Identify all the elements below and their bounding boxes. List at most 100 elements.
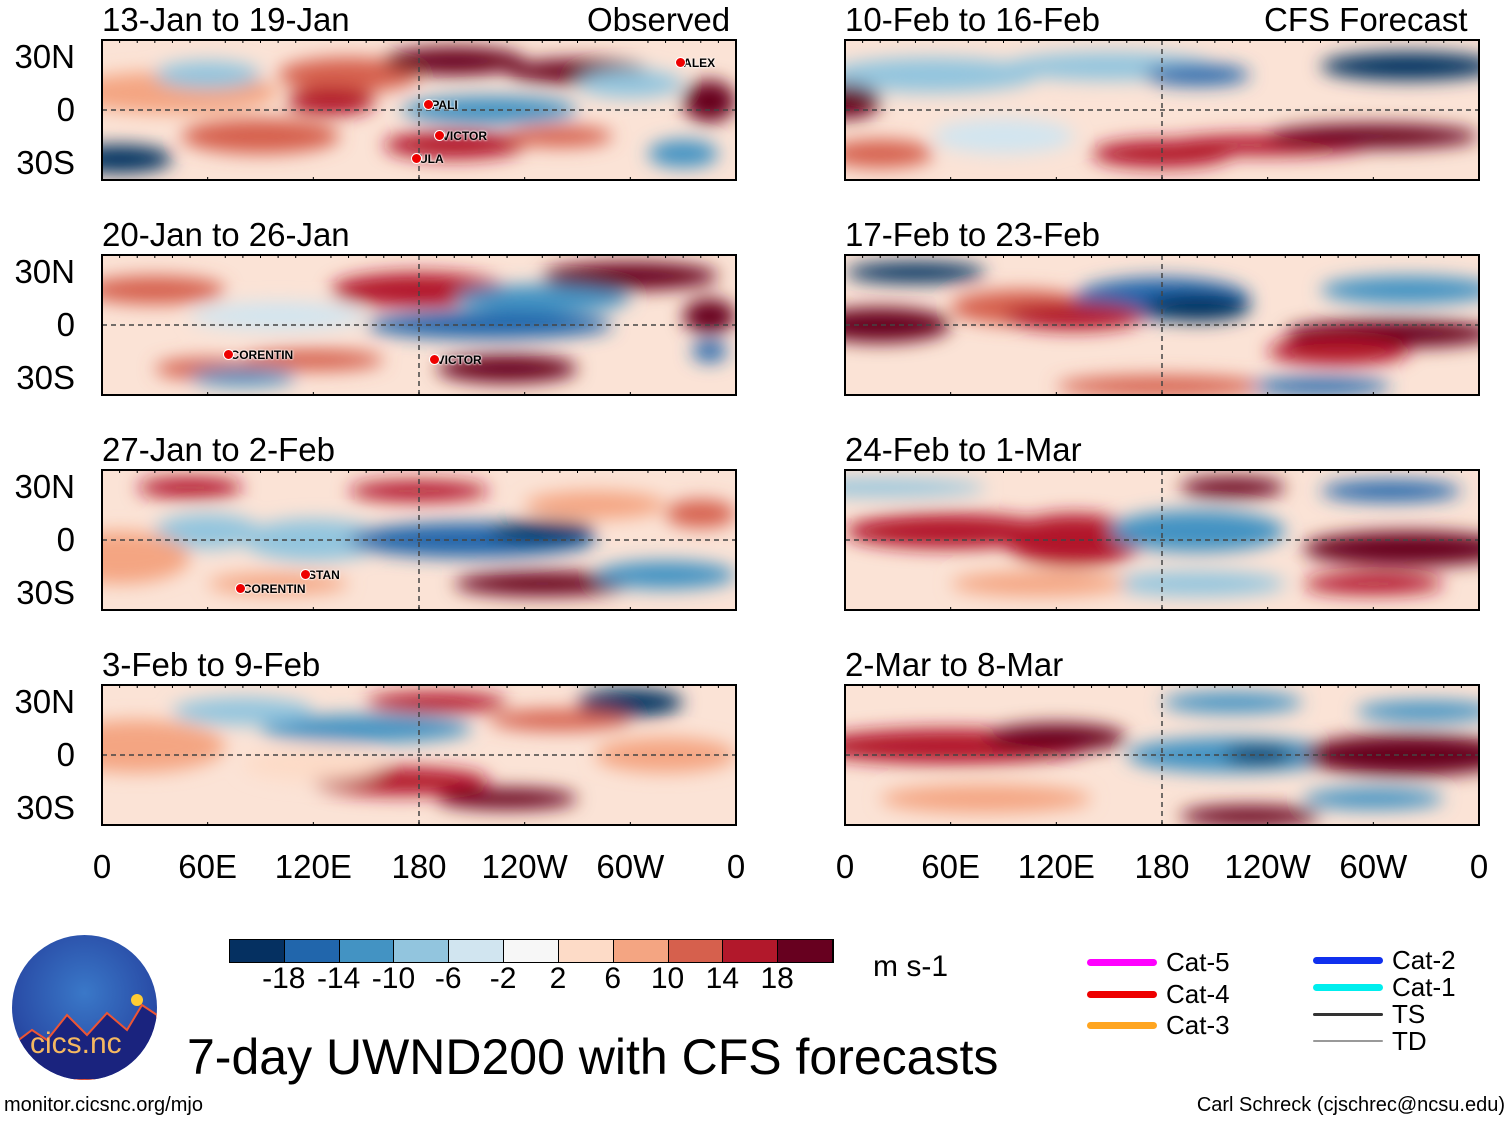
wind-anomaly-blob	[102, 276, 226, 304]
wind-anomaly-blob	[845, 262, 986, 283]
wind-anomaly-blob	[154, 61, 261, 89]
lon-label: 180	[391, 848, 447, 885]
colorbar-swatch	[504, 940, 559, 962]
storm-label: ALEX	[683, 55, 716, 70]
wind-anomaly-blob	[1162, 692, 1303, 713]
colorbar-label: 18	[760, 962, 794, 995]
wind-anomaly-blob	[683, 80, 736, 123]
colorbar-swatch	[723, 940, 779, 962]
lon-label: 0	[92, 848, 112, 885]
wind-anomaly-blob	[1320, 276, 1479, 304]
map-panel	[844, 469, 1480, 611]
legend-label: Cat-5	[1166, 947, 1230, 977]
units-label: m s-1	[873, 950, 948, 983]
panel-title: 3-Feb to 9-Feb	[102, 646, 321, 683]
lat-label: 0	[56, 736, 75, 773]
wind-anomaly-blob	[1355, 700, 1479, 722]
wind-anomaly-blob	[1302, 788, 1444, 810]
lon-label: 0	[835, 848, 855, 885]
colorbar-swatch	[284, 940, 340, 962]
colorbar-swatch	[339, 940, 395, 962]
map-panel	[101, 254, 737, 396]
wind-anomaly-blob	[524, 491, 666, 519]
colorbar-swatch	[230, 940, 285, 962]
lon-label: 60E	[921, 848, 981, 885]
legend-line-icon	[1087, 958, 1157, 966]
wind-anomaly-blob	[181, 118, 340, 154]
wind-anomaly-blob	[1267, 337, 1409, 366]
colorbar-swatch	[613, 940, 669, 962]
lon-label: 60W	[1339, 848, 1408, 885]
colorbar-swatch	[668, 940, 724, 962]
storm-label: STAN	[308, 568, 340, 582]
wind-anomaly-blob	[489, 520, 596, 542]
wind-anomaly-blob	[454, 284, 631, 313]
wind-anomaly-blob	[595, 737, 736, 773]
legend-label: Cat-2	[1392, 945, 1456, 975]
wind-anomaly-blob	[1179, 477, 1286, 498]
colorbar-swatch	[778, 940, 833, 962]
wind-anomaly-blob	[985, 723, 1127, 752]
colorbar-swatch	[394, 940, 450, 962]
legend-label: Cat-1	[1392, 972, 1456, 1002]
lon-label: 120W	[481, 848, 568, 885]
wind-anomaly-blob	[137, 477, 243, 498]
wind-anomaly-blob	[366, 692, 508, 713]
colorbar-label: 14	[705, 962, 740, 995]
cfs-forecast-label: CFS Forecast	[1264, 1, 1468, 38]
lat-label: 30N	[14, 253, 75, 290]
wind-anomaly-blob	[950, 571, 1127, 596]
lat-label: 30S	[16, 144, 75, 181]
map-panel	[101, 684, 737, 826]
wind-anomaly-blob	[683, 298, 736, 334]
wind-anomaly-blob	[154, 513, 261, 549]
wind-anomaly-blob	[1179, 805, 1321, 825]
colorbar	[229, 939, 834, 963]
lon-label: 60E	[178, 848, 238, 885]
wind-anomaly-blob	[1144, 64, 1251, 86]
wind-anomaly-blob	[933, 118, 1074, 154]
storm-track-icon	[234, 583, 246, 594]
wind-anomaly-blob	[845, 83, 881, 119]
wind-anomaly-blob	[665, 499, 736, 528]
wind-anomaly-blob	[845, 139, 934, 168]
figure-title: 7-day UWND200 with CFS forecasts	[187, 1029, 999, 1085]
wind-anomaly-blob	[102, 720, 226, 773]
map-panel	[844, 254, 1480, 396]
lat-label: 30S	[16, 359, 75, 396]
url-text[interactable]: monitor.cicsnc.org/mjo	[4, 1094, 203, 1116]
storm-label: VICTOR	[441, 129, 488, 144]
legend-label: TD	[1392, 1026, 1427, 1056]
mountain-icon	[12, 994, 157, 1080]
legend-line-icon	[1087, 990, 1157, 998]
wind-anomaly-blob	[845, 307, 951, 343]
wind-anomaly-blob	[1250, 377, 1391, 395]
lon-label: 0	[1469, 848, 1489, 885]
wind-anomaly-blob	[1109, 510, 1286, 553]
map-panel	[101, 39, 737, 181]
lat-label: 0	[56, 306, 75, 343]
panel-title: 10-Feb to 16-Feb	[845, 1, 1100, 38]
observed-label: Observed	[587, 1, 731, 38]
wind-anomaly-blob	[242, 349, 384, 371]
wind-anomaly-blob	[436, 354, 578, 383]
wind-anomaly-blob	[454, 571, 631, 596]
colorbar-label: -18	[262, 962, 306, 995]
wind-anomaly-blob	[1320, 480, 1462, 502]
legend-label: Cat-4	[1166, 979, 1230, 1009]
lon-label: 120W	[1224, 848, 1311, 885]
legend-line-icon	[1313, 956, 1383, 964]
wind-anomaly-blob	[1144, 293, 1251, 322]
wind-anomaly-blob	[102, 531, 191, 584]
lat-label: 30N	[14, 683, 75, 720]
wind-anomaly-blob	[691, 340, 728, 362]
legend-line-icon	[1313, 1012, 1383, 1016]
storm-label: CORENTIN	[230, 347, 294, 362]
lat-label: 0	[56, 91, 75, 128]
storm-track-icon	[428, 354, 440, 365]
lat-label: 0	[56, 521, 75, 558]
legend-label: Cat-3	[1166, 1010, 1230, 1040]
panel-title: 17-Feb to 23-Feb	[845, 216, 1100, 253]
wind-anomaly-blob	[242, 746, 384, 782]
wind-anomaly-blob	[102, 145, 173, 173]
